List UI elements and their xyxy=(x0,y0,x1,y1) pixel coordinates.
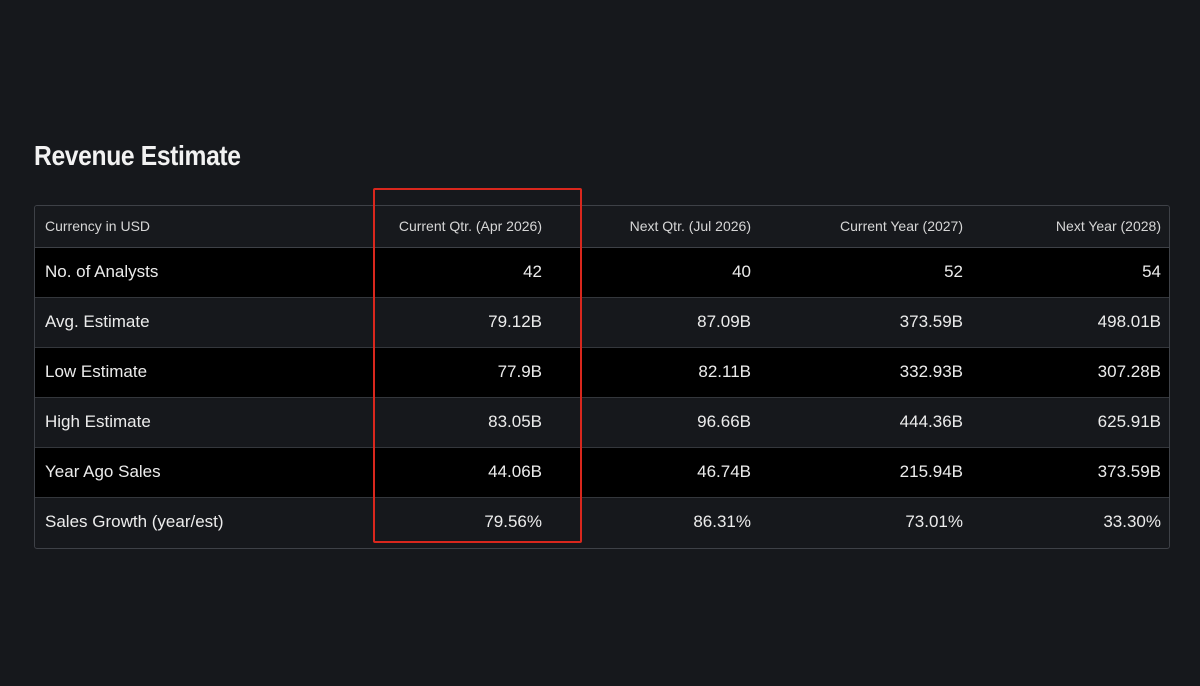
header-next-year: Next Year (2028) xyxy=(973,206,1169,248)
estimate-table: Currency in USD Current Qtr. (Apr 2026) … xyxy=(35,206,1169,547)
cell-next-year: 625.91B xyxy=(973,396,1169,447)
cell-next-year: 307.28B xyxy=(973,346,1169,397)
table-row-low-estimate: Low Estimate 77.9B 82.11B 332.93B 307.28… xyxy=(35,346,1169,397)
row-label: Sales Growth (year/est) xyxy=(35,496,371,547)
cell-current-qtr: 79.12B xyxy=(371,296,552,347)
cell-current-year: 73.01% xyxy=(761,496,973,547)
cell-current-qtr: 44.06B xyxy=(371,446,552,497)
cell-next-qtr: 86.31% xyxy=(552,496,761,547)
cell-current-year: 332.93B xyxy=(761,346,973,397)
cell-next-qtr: 46.74B xyxy=(552,446,761,497)
cell-next-qtr: 40 xyxy=(552,247,761,297)
cell-current-year: 373.59B xyxy=(761,296,973,347)
cell-current-qtr: 83.05B xyxy=(371,396,552,447)
header-current-year: Current Year (2027) xyxy=(761,206,973,248)
section-title: Revenue Estimate xyxy=(34,140,241,171)
table-header-row: Currency in USD Current Qtr. (Apr 2026) … xyxy=(35,206,1169,248)
revenue-estimate-table: Currency in USD Current Qtr. (Apr 2026) … xyxy=(34,205,1170,549)
table-row-avg-estimate: Avg. Estimate 79.12B 87.09B 373.59B 498.… xyxy=(35,296,1169,347)
table-row-no-of-analysts: No. of Analysts 42 40 52 54 xyxy=(35,247,1169,297)
cell-next-qtr: 82.11B xyxy=(552,346,761,397)
cell-next-qtr: 96.66B xyxy=(552,396,761,447)
row-label: Low Estimate xyxy=(35,346,371,397)
cell-current-year: 215.94B xyxy=(761,446,973,497)
cell-current-qtr: 42 xyxy=(371,247,552,297)
cell-next-year: 54 xyxy=(973,247,1169,297)
row-label: Avg. Estimate xyxy=(35,296,371,347)
cell-current-qtr: 77.9B xyxy=(371,346,552,397)
table-row-sales-growth: Sales Growth (year/est) 79.56% 86.31% 73… xyxy=(35,496,1169,547)
cell-current-year: 52 xyxy=(761,247,973,297)
cell-next-year: 33.30% xyxy=(973,496,1169,547)
cell-next-qtr: 87.09B xyxy=(552,296,761,347)
row-label: High Estimate xyxy=(35,396,371,447)
row-label: No. of Analysts xyxy=(35,247,371,297)
cell-next-year: 498.01B xyxy=(973,296,1169,347)
table-row-high-estimate: High Estimate 83.05B 96.66B 444.36B 625.… xyxy=(35,396,1169,447)
header-next-qtr: Next Qtr. (Jul 2026) xyxy=(552,206,761,248)
header-current-qtr: Current Qtr. (Apr 2026) xyxy=(371,206,552,248)
header-currency: Currency in USD xyxy=(35,206,371,248)
table-row-year-ago-sales: Year Ago Sales 44.06B 46.74B 215.94B 373… xyxy=(35,446,1169,497)
cell-next-year: 373.59B xyxy=(973,446,1169,497)
cell-current-qtr: 79.56% xyxy=(371,496,552,547)
cell-current-year: 444.36B xyxy=(761,396,973,447)
row-label: Year Ago Sales xyxy=(35,446,371,497)
